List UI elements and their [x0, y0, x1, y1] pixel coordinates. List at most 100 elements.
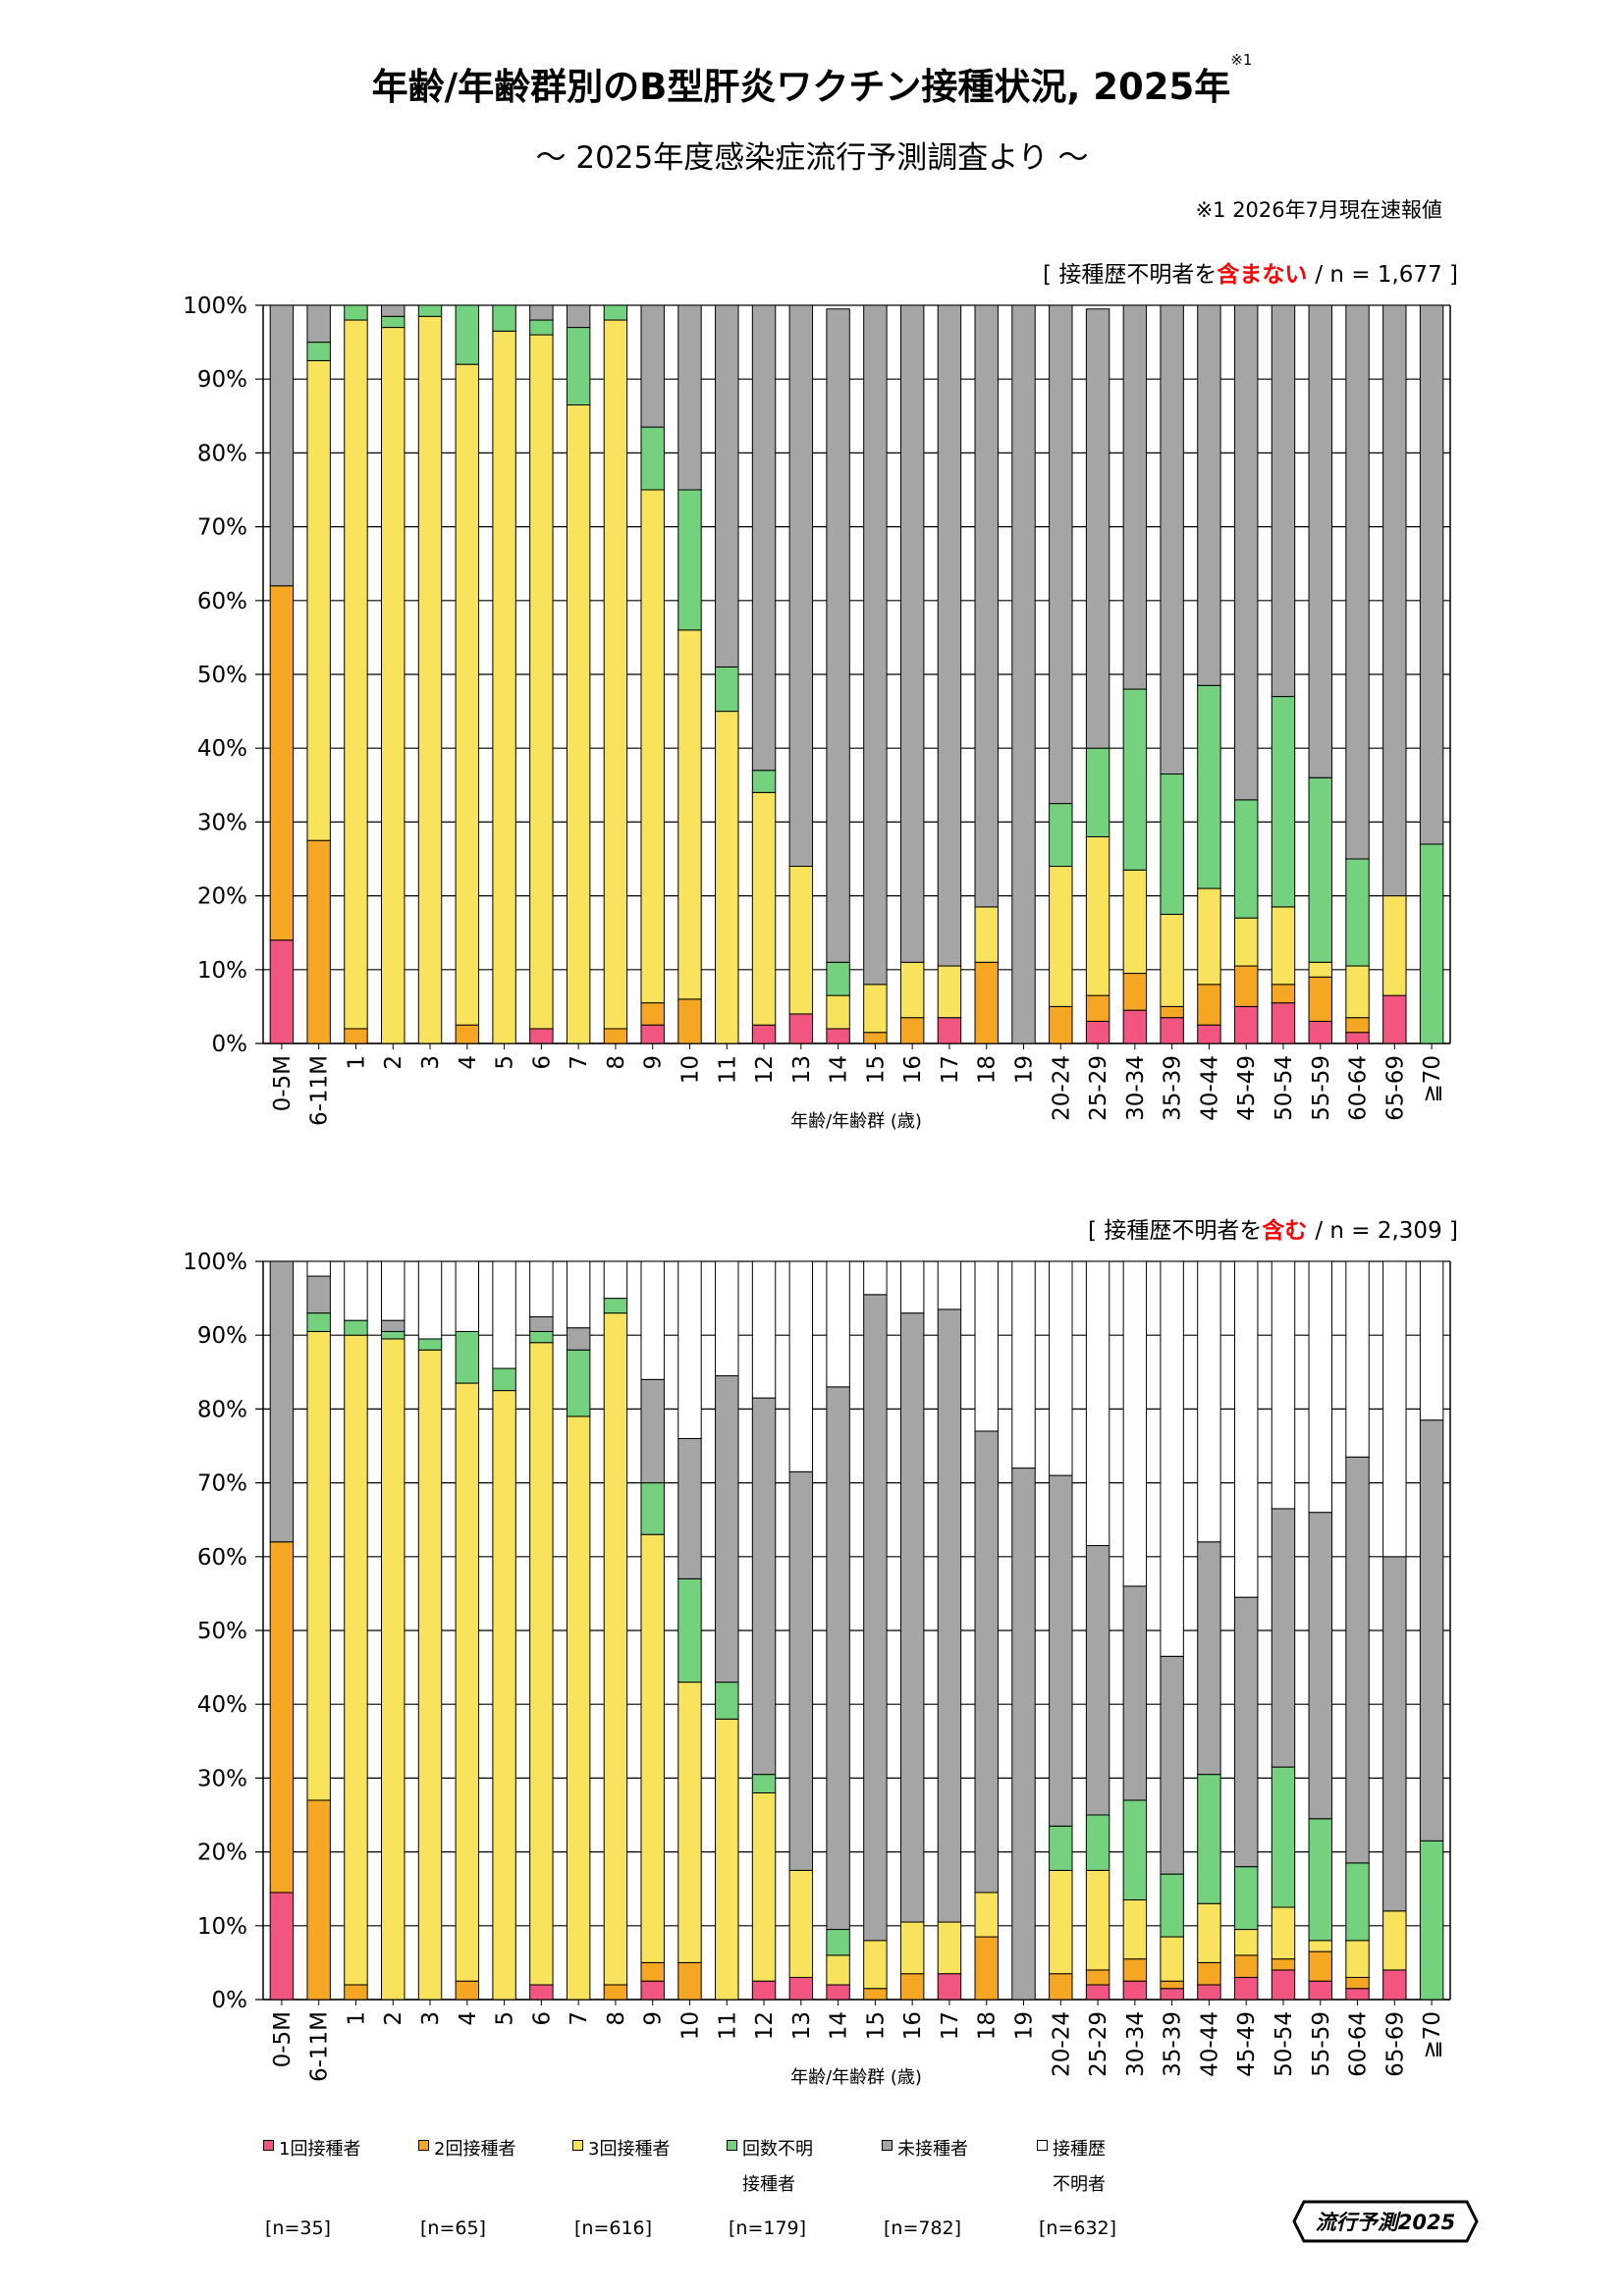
- bar-segment-unvaccinated: [269, 304, 295, 587]
- legend-count: [n=616]: [574, 2217, 653, 2239]
- bar-segment-unvaccinated: [269, 1260, 295, 1543]
- x-tick-label: 50-54: [1272, 2011, 1297, 2077]
- x-tick-label: 45-49: [1234, 2011, 1260, 2077]
- bar-segment-dose1: [751, 1024, 777, 1044]
- bar-segment-dose1: [788, 1976, 814, 2001]
- bar-segment-unknown_count: [603, 1298, 628, 1314]
- x-tick-label: 12: [752, 1055, 778, 1084]
- bar-segment-unknown_history: [715, 1260, 739, 1377]
- chart-note-prefix: [ 接種歴不明者を: [1088, 1218, 1262, 1244]
- bar-segment-dose3: [1160, 1936, 1184, 1982]
- bar-segment-dose2: [1233, 965, 1259, 1007]
- bar-segment-dose1: [1233, 1976, 1259, 2001]
- y-tick-label: 20%: [197, 884, 247, 910]
- bar-segment-dose2: [1122, 1958, 1148, 1982]
- y-tick-label: 90%: [197, 1323, 247, 1349]
- bar-segment-dose3: [974, 906, 999, 963]
- bar-segment-dose3: [640, 489, 665, 1004]
- bar-segment-unknown_count: [455, 304, 480, 365]
- bar-segment-unvaccinated: [381, 304, 406, 317]
- bar-segment-unknown_count: [1160, 774, 1184, 915]
- bar-segment-unknown_history: [417, 1260, 443, 1340]
- bar-segment-unknown_history: [826, 1260, 850, 1388]
- bar-segment-dose2: [863, 1032, 888, 1044]
- x-axis-title: 年齢/年齢群 (歳): [790, 1111, 922, 1132]
- y-tick-label: 50%: [197, 1619, 247, 1644]
- chart-excluding-unknown: [ 接種歴不明者を含まない / n = 1,677 ] 0% 10% 20% 30% 40%…: [183, 261, 1458, 1132]
- bar-segment-dose3: [417, 1349, 443, 2001]
- bar-segment-dose3: [677, 629, 702, 1000]
- legend-count: [n=782]: [884, 2217, 962, 2239]
- x-tick-label: 17: [938, 1055, 963, 1084]
- bar-segment-unknown_count: [455, 1330, 480, 1384]
- bar-segment-unknown_count: [640, 1482, 665, 1535]
- bar-segment-unknown_count: [1233, 799, 1259, 919]
- legend-swatch: [727, 2140, 737, 2151]
- bar-segment-dose2: [1233, 1954, 1259, 1978]
- bar-segment-dose3: [937, 1921, 962, 1975]
- bar-segment-dose1: [1122, 1980, 1148, 2001]
- x-tick-label: 65-69: [1382, 2011, 1408, 2077]
- bar-segment-dose3: [751, 1791, 777, 1982]
- bar-segment-unvaccinated: [1122, 304, 1148, 690]
- bar-segment-dose3: [603, 319, 628, 1030]
- bar-segment-unknown_count: [1160, 1873, 1184, 1938]
- x-tick-label: 7: [567, 1055, 592, 1070]
- bar-segment-unknown_count: [529, 319, 554, 336]
- chart-note-suffix: / n = 1,677 ]: [1315, 262, 1458, 288]
- x-tick-label: 13: [789, 1055, 815, 1084]
- bar-segment-unvaccinated: [1345, 304, 1370, 860]
- bar-segment-dose3: [677, 1682, 702, 1963]
- bar-segment-unknown_count: [1419, 843, 1444, 1044]
- legend-swatch: [1037, 2140, 1048, 2151]
- x-tick-label: 17: [938, 2011, 963, 2040]
- bar-segment-dose3: [529, 1342, 554, 1986]
- bar-segment-dose3: [1308, 1940, 1332, 1952]
- x-tick-label: 13: [789, 2011, 815, 2040]
- x-tick-label: 2: [381, 1055, 406, 1070]
- bar-segment-dose1: [1122, 1009, 1148, 1044]
- bar-segment-unvaccinated: [677, 304, 702, 491]
- bar-segment-unknown_history: [1197, 1260, 1221, 1543]
- x-tick-label: 10: [677, 2011, 703, 2040]
- x-tick-label: 30-34: [1123, 1055, 1149, 1121]
- y-tick-label: 30%: [197, 810, 247, 835]
- x-tick-label: 6-11M: [307, 1055, 333, 1126]
- bar-segment-unknown_count: [826, 961, 850, 996]
- bar-segment-unvaccinated: [1308, 1512, 1332, 1820]
- legend-count: [n=632]: [1039, 2217, 1117, 2239]
- bar-segment-dose3: [306, 359, 331, 841]
- bar-segment-unknown_count: [826, 1929, 850, 1956]
- bar-segment-dose1: [826, 1984, 850, 2001]
- bar-segment-dose2: [1085, 1969, 1110, 1986]
- bar-segment-unvaccinated: [566, 1327, 591, 1351]
- x-tick-label: 16: [900, 2011, 926, 2040]
- x-tick-label: 10: [677, 1055, 703, 1084]
- bar-segment-dose3: [529, 334, 554, 1030]
- bar-segment-unvaccinated: [306, 304, 331, 344]
- bar-segment-dose3: [1345, 965, 1370, 1019]
- legend-label: 2回接種者: [434, 2139, 516, 2160]
- bar-segment-unknown_count: [1085, 747, 1110, 837]
- bar-segment-dose2: [1049, 1005, 1073, 1044]
- x-tick-label: 60-64: [1346, 2011, 1372, 2077]
- y-tick-label: 70%: [197, 1471, 247, 1497]
- bar-segment-unknown_history: [1419, 1260, 1444, 1421]
- bar-segment-unvaccinated: [1049, 1474, 1073, 1827]
- bar-segment-unknown_history: [974, 1260, 999, 1432]
- x-tick-label: 14: [827, 2011, 852, 2040]
- bar-segment-unvaccinated: [937, 304, 962, 967]
- bar-segment-dose1: [937, 1017, 962, 1044]
- bar-segment-unvaccinated: [788, 1470, 814, 1871]
- bar-segment-unknown_history: [1049, 1260, 1073, 1476]
- x-tick-label: 30-34: [1123, 2011, 1149, 2077]
- bar-segment-dose3: [1345, 1940, 1370, 1978]
- x-tick-label: 7: [567, 2011, 592, 2026]
- bar-segment-dose3: [640, 1533, 665, 1963]
- x-tick-label: 35-39: [1161, 2011, 1186, 2077]
- bar-segment-dose2: [677, 998, 702, 1044]
- bar-segment-dose3: [899, 961, 925, 1019]
- x-tick-label: 11: [715, 1055, 740, 1084]
- bar-segment-unknown_count: [417, 1338, 443, 1351]
- bar-segment-unknown_count: [1233, 1866, 1259, 1931]
